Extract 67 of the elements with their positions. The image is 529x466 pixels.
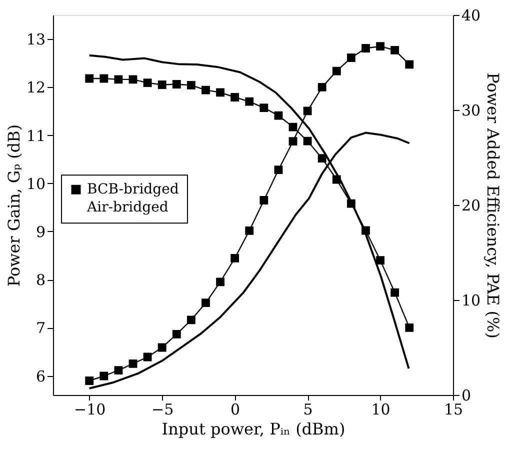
point — [172, 80, 181, 88]
point — [85, 376, 94, 385]
point — [318, 154, 326, 163]
point — [245, 97, 254, 106]
y-tick-label: 9 — [36, 222, 46, 241]
point — [346, 54, 356, 62]
point — [405, 60, 414, 69]
point — [186, 316, 196, 324]
point — [158, 80, 166, 89]
legend-label: BCB-bridged — [87, 182, 179, 198]
text: Air-bridged — [86, 200, 168, 216]
y-tick-label: 6 — [36, 367, 46, 386]
point — [202, 86, 210, 94]
point — [230, 93, 240, 102]
y2-tick-label: 30 — [462, 102, 481, 120]
point — [143, 78, 152, 88]
point — [143, 352, 152, 362]
point — [303, 106, 312, 116]
point — [216, 88, 224, 97]
point — [390, 288, 400, 297]
y-tick-label: 8 — [36, 271, 46, 290]
point — [260, 196, 268, 204]
y-tick-label: 11 — [26, 126, 46, 145]
x-tick-label: −10 — [74, 400, 106, 418]
point — [376, 42, 384, 51]
y-tick-label: 12 — [26, 78, 46, 97]
point — [274, 111, 283, 120]
point — [158, 343, 166, 352]
point — [288, 122, 298, 132]
y-tick-label: 7 — [36, 319, 46, 338]
y-tick-label: 10 — [26, 174, 46, 193]
y2-axis-title: Power Added Efficiency, PAE (%) — [484, 72, 503, 338]
point — [114, 75, 123, 84]
y-axis-title: Power Gain, Gₚ (dB) — [4, 124, 24, 287]
point — [202, 298, 210, 308]
point — [172, 330, 181, 338]
point — [100, 74, 108, 83]
y-tick-label: 13 — [26, 30, 46, 49]
point — [85, 74, 94, 83]
point — [318, 82, 326, 92]
point — [186, 81, 196, 90]
x-tick-label: 10 — [371, 400, 390, 418]
point — [230, 254, 240, 262]
point — [216, 278, 224, 286]
point — [288, 137, 298, 146]
y2-tick-label: 0 — [462, 386, 472, 404]
y2-tick-label: 10 — [462, 292, 481, 310]
point — [260, 104, 268, 112]
point — [128, 359, 138, 368]
x-tick-label: 15 — [444, 400, 464, 418]
point — [376, 256, 384, 265]
x-tick-label: 0 — [230, 400, 240, 418]
point — [128, 75, 138, 84]
x-axis-title: Input power, Pᵢₙ (dBm) — [162, 420, 346, 438]
point — [390, 46, 400, 54]
y2-tick-label: 20 — [462, 196, 481, 214]
x-tick-label: −5 — [152, 400, 174, 418]
y2-tick-label: 40 — [462, 6, 481, 24]
point — [245, 226, 254, 235]
point — [362, 44, 370, 52]
point — [100, 372, 108, 380]
point — [303, 136, 312, 146]
point — [405, 323, 414, 332]
point — [114, 366, 123, 375]
x-tick-label: 5 — [303, 400, 313, 418]
point — [274, 166, 283, 174]
point — [332, 66, 341, 76]
